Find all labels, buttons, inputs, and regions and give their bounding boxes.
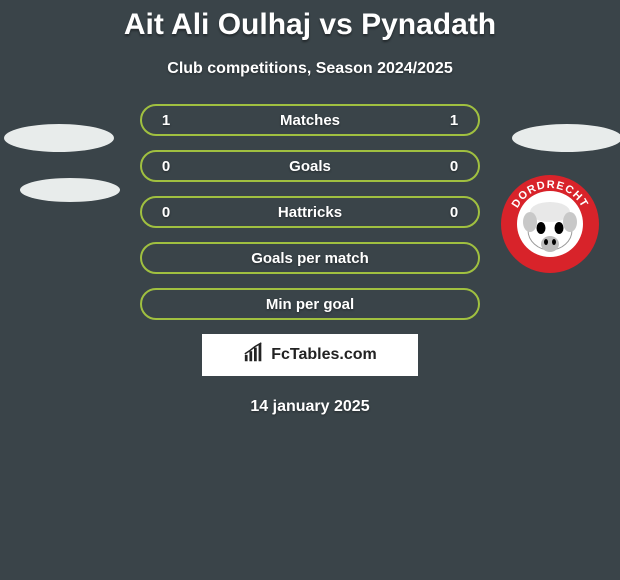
stat-label: Goals per match (176, 250, 444, 267)
stat-label: Matches (176, 112, 444, 129)
stat-row: 1 Matches 1 (140, 104, 480, 136)
club-badge-dordrecht: DORDRECHT (500, 174, 600, 274)
player-left-ellipse-2 (20, 178, 120, 202)
stat-label: Min per goal (176, 296, 444, 313)
stat-right-value: 1 (444, 112, 464, 129)
stat-left-value: 1 (156, 112, 176, 129)
stat-row: 0 Goals 0 (140, 150, 480, 182)
stat-left-value: 0 (156, 204, 176, 221)
subtitle: Club competitions, Season 2024/2025 (0, 60, 620, 78)
bar-chart-icon (243, 342, 265, 369)
player-left-ellipse-1 (4, 124, 114, 152)
player-right-ellipse-1 (512, 124, 620, 152)
stat-row: Goals per match (140, 242, 480, 274)
date-text: 14 january 2025 (0, 398, 620, 416)
stat-right-value: 0 (444, 158, 464, 175)
branding-box: FcTables.com (202, 334, 418, 376)
stat-left-value: 0 (156, 158, 176, 175)
stat-row: Min per goal (140, 288, 480, 320)
stat-right-value: 0 (444, 204, 464, 221)
page-title: Ait Ali Oulhaj vs Pynadath (0, 0, 620, 42)
branding-text: FcTables.com (271, 346, 377, 364)
stat-label: Hattricks (176, 204, 444, 221)
stat-row: 0 Hattricks 0 (140, 196, 480, 228)
stat-label: Goals (176, 158, 444, 175)
